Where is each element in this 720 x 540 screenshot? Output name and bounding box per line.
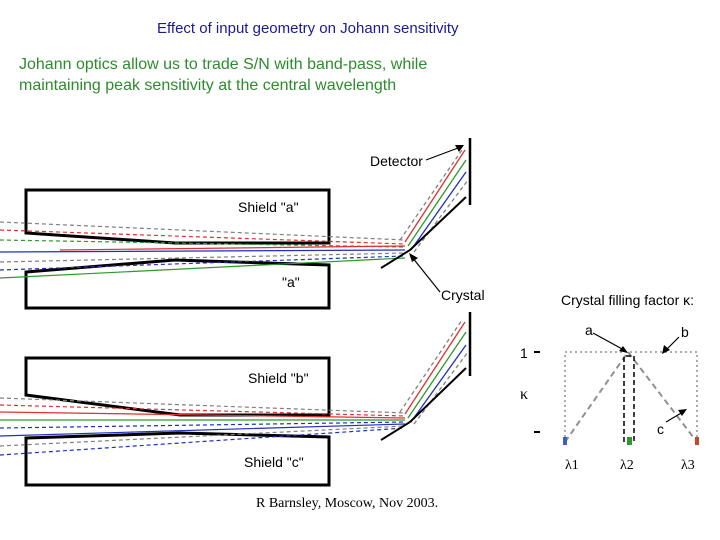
- pointer-b-head: [662, 345, 670, 354]
- shield-b-label: Shield "b": [248, 370, 309, 386]
- shield-b: [24, 356, 331, 417]
- lambda1-marker: [563, 437, 567, 445]
- lambda1-label: λ1: [565, 458, 579, 473]
- curve-c-label: c: [657, 421, 664, 437]
- curve-b-label: b: [681, 324, 689, 340]
- subtitle-line-2: maintaining peak sensitivity at the cent…: [19, 77, 397, 94]
- pointer-b: [665, 336, 680, 351]
- filling-factor-inset: [534, 332, 699, 445]
- bottom-configuration: [0, 312, 472, 487]
- lambda3-marker: [695, 437, 699, 445]
- curve-b-triangle: [564, 350, 698, 443]
- lambda2-label: λ2: [620, 458, 634, 473]
- shield-a-label: Shield "a": [238, 199, 299, 215]
- crystal-bottom: [380, 367, 467, 441]
- subtitle-line-1: Johann optics allow us to trade S/N with…: [19, 56, 428, 73]
- detector-label: Detector: [370, 153, 423, 169]
- pointer-a-head: [619, 346, 628, 353]
- kappa-axis-label: κ: [520, 386, 529, 403]
- pointer-c: [665, 411, 684, 423]
- crystal-label: Crystal: [441, 287, 485, 303]
- inset-title: Crystal filling factor κ:: [561, 292, 695, 308]
- a-quote-label: "a": [282, 274, 300, 290]
- lambda3-label: λ3: [681, 458, 695, 473]
- slide-title: Effect of input geometry on Johann sensi…: [157, 20, 459, 37]
- reflected-rays-bottom: [399, 319, 469, 425]
- top-configuration: [0, 138, 472, 310]
- shield-a-lower: [24, 258, 331, 310]
- crystal-arrowhead: [409, 253, 418, 262]
- shield-c: [24, 431, 331, 487]
- slide-subtitle: Johann optics allow us to trade S/N with…: [19, 54, 539, 96]
- lambda2-marker: [627, 437, 632, 445]
- shield-c-label: Shield "c": [244, 454, 304, 470]
- credit-text: R Barnsley, Moscow, Nov 2003.: [256, 496, 439, 511]
- detector-arrowhead: [455, 145, 464, 152]
- curve-a-label: a: [585, 322, 593, 338]
- crystal-top: [380, 196, 467, 269]
- reflected-rays-top: [399, 149, 469, 253]
- detector-pointer: [425, 147, 459, 161]
- curve-a-frame: [564, 351, 698, 442]
- incoming-rays-bottom: [0, 397, 406, 456]
- pointer-c-head: [678, 409, 687, 416]
- shield-a-upper: [24, 188, 331, 245]
- incoming-rays-top: [0, 221, 406, 279]
- curve-c-narrow: [623, 355, 635, 442]
- crystal-pointer: [411, 256, 441, 293]
- y-tick-1-label: 1: [520, 345, 528, 361]
- pointer-a: [592, 332, 625, 351]
